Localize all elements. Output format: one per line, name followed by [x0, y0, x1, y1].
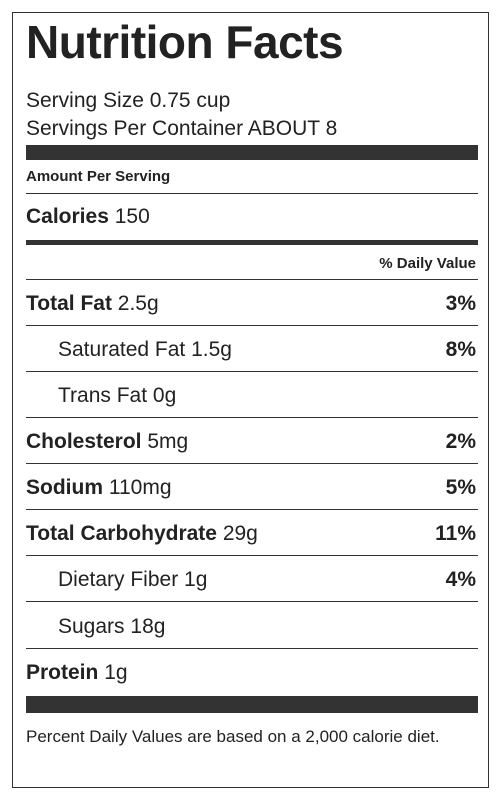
nutrient-name: Sodium [26, 476, 103, 499]
calories-value: 150 [114, 205, 150, 228]
divider [26, 509, 478, 510]
nutrient-row-saturated-fat: Saturated Fat 1.5g 8% [26, 338, 478, 361]
thick-divider [26, 145, 478, 160]
label-title: Nutrition Facts [26, 16, 344, 68]
calories-label: Calories [26, 205, 109, 228]
nutrient-dv: 3% [445, 292, 476, 315]
nutrient-row-protein: Protein 1g [26, 661, 478, 684]
servings-per-container: Servings Per Container ABOUT 8 [26, 117, 338, 140]
footnote: Percent Daily Values are based on a 2,00… [26, 727, 440, 746]
nutrient-row-total-fat: Total Fat 2.5g 3% [26, 292, 478, 315]
divider [26, 555, 478, 556]
divider [26, 648, 478, 649]
nutrient-name: Cholesterol [26, 430, 142, 453]
divider [26, 601, 478, 602]
nutrient-amount: 0g [152, 384, 177, 407]
nutrient-row-sugars: Sugars 18g [26, 615, 478, 638]
nutrient-row-cholesterol: Cholesterol 5mg 2% [26, 430, 478, 453]
nutrient-dv: 4% [445, 568, 476, 591]
divider [26, 371, 478, 372]
nutrient-amount: 2.5g [117, 292, 159, 315]
nutrient-amount: 5mg [147, 430, 189, 453]
nutrient-row-dietary-fiber: Dietary Fiber 1g 4% [26, 568, 478, 591]
nutrient-amount: 1g [184, 568, 208, 591]
nutrient-name: Total Carbohydrate [26, 522, 217, 545]
divider [26, 279, 478, 280]
nutrient-name: Dietary Fiber [58, 568, 179, 591]
medium-divider [26, 240, 478, 245]
nutrient-amount: 1g [104, 661, 128, 684]
nutrient-amount: 18g [130, 615, 166, 638]
daily-value-header: % Daily Value [379, 255, 476, 272]
serving-size: Serving Size 0.75 cup [26, 89, 231, 112]
nutrient-name: Saturated Fat [58, 338, 186, 361]
nutrient-name: Sugars [58, 615, 125, 638]
divider [26, 193, 478, 194]
nutrient-row-total-carbohydrate: Total Carbohydrate 29g 11% [26, 522, 478, 545]
nutrient-name: Protein [26, 661, 99, 684]
divider [26, 417, 478, 418]
calories-row: Calories 150 [26, 205, 478, 228]
nutrient-dv: 11% [435, 522, 476, 545]
nutrient-name: Trans Fat [58, 384, 148, 407]
divider [26, 325, 478, 326]
nutrient-dv: 2% [445, 430, 476, 453]
nutrient-amount: 1.5g [191, 338, 232, 361]
nutrient-dv: 8% [445, 338, 476, 361]
nutrition-facts-label: Nutrition Facts Serving Size 0.75 cup Se… [12, 12, 489, 788]
nutrient-name: Total Fat [26, 292, 112, 315]
nutrient-row-trans-fat: Trans Fat 0g [26, 384, 478, 407]
nutrient-amount: 29g [222, 522, 258, 545]
nutrient-row-sodium: Sodium 110mg 5% [26, 476, 478, 499]
nutrient-amount: 110mg [108, 476, 172, 499]
nutrient-dv: 5% [445, 476, 476, 499]
amount-per-serving: Amount Per Serving [26, 168, 171, 185]
thick-divider [26, 696, 478, 713]
divider [26, 463, 478, 464]
